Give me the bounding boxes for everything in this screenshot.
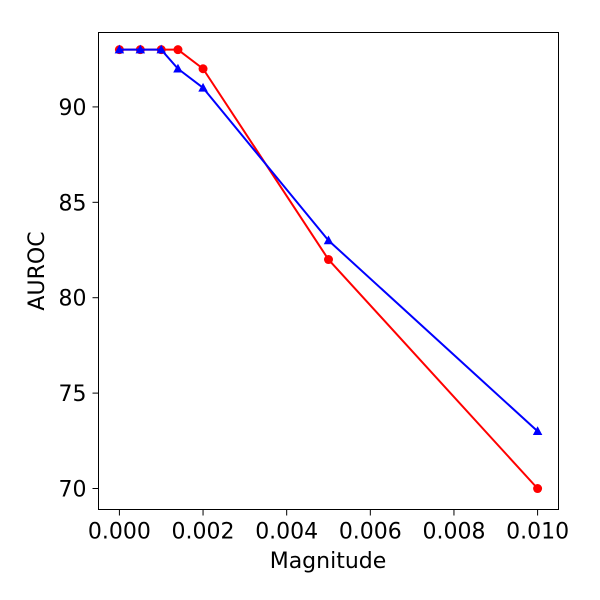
series-1-point xyxy=(173,63,183,73)
x-tick-label: 0.002 xyxy=(172,520,235,545)
series-1-point xyxy=(198,82,208,92)
series-1-point xyxy=(156,44,166,54)
y-axis: 70 75 80 85 90 xyxy=(59,96,99,503)
y-axis-label: AUROC xyxy=(25,231,50,310)
series-0-point xyxy=(198,64,208,74)
x-axis: 0.000 0.002 0.004 0.006 0.008 0.010 xyxy=(88,509,569,545)
series-0-point xyxy=(324,255,333,265)
x-tick-label: 0.004 xyxy=(255,520,318,545)
series-0-point xyxy=(533,484,543,494)
y-tick-label: 80 xyxy=(59,287,87,312)
x-tick-label: 0.008 xyxy=(422,520,485,545)
x-tick-label: 0.000 xyxy=(88,520,151,545)
x-tick-label: 0.010 xyxy=(506,520,569,545)
series-1-point xyxy=(114,44,125,54)
y-tick-label: 70 xyxy=(59,478,87,503)
series-1-point xyxy=(135,44,146,54)
y-tick-label: 75 xyxy=(59,382,87,407)
series-0-point xyxy=(173,45,183,55)
y-tick-label: 90 xyxy=(59,96,87,121)
series-0-line xyxy=(119,48,539,490)
plot-frame xyxy=(98,32,559,510)
y-tick-label: 85 xyxy=(59,191,87,216)
x-axis-label: Magnitude xyxy=(270,549,387,574)
series-1-point xyxy=(323,235,334,245)
x-tick-label: 0.006 xyxy=(339,520,402,545)
series-layer xyxy=(114,44,543,494)
series-1-point xyxy=(532,426,543,436)
